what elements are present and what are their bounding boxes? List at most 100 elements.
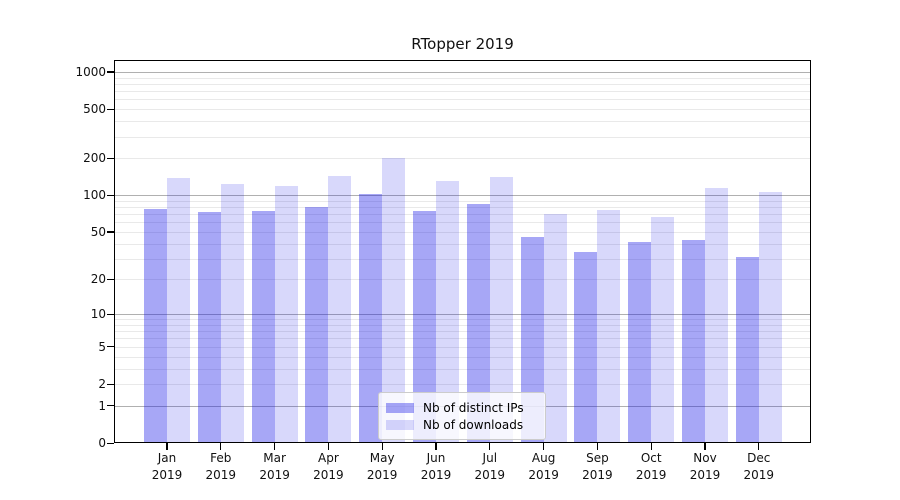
y-tick-mark-100: [107, 194, 114, 196]
y-tick-mark-500: [107, 108, 114, 110]
x-tick-label-mar: Mar 2019: [243, 450, 307, 484]
bar-downloads-mar: [274, 185, 298, 443]
y-tick-label-500: 500: [83, 102, 106, 117]
x-tick-mark-may: [381, 443, 383, 450]
gridline-2: [114, 384, 811, 385]
gridline-7: [114, 331, 811, 333]
gridline-1000: [114, 71, 811, 73]
y-tick-label-2: 2: [98, 377, 106, 391]
legend-swatch-downloads: [386, 419, 414, 430]
legend-label-distinct-ips: Nb of distinct IPs: [423, 400, 524, 415]
bar-distinct-ips-jun: [413, 211, 436, 443]
x-tick-month: Mar: [263, 451, 286, 465]
x-tick-month: Feb: [210, 451, 232, 465]
gridline-800: [114, 83, 811, 85]
legend-row-downloads: Nb of downloads: [386, 416, 537, 433]
bar-distinct-ips-may: [359, 193, 383, 443]
y-tick-mark-50: [107, 231, 114, 233]
bar-downloads-feb: [220, 184, 244, 443]
gridline-20: [114, 279, 811, 281]
x-tick-year: 2019: [151, 468, 183, 482]
x-tick-year: 2019: [528, 468, 559, 482]
bar-downloads-apr: [328, 176, 352, 443]
gridline-60: [114, 222, 811, 224]
x-tick-year: 2019: [313, 468, 344, 482]
x-tick-year: 2019: [743, 468, 775, 482]
gridline-6: [114, 338, 811, 340]
plot-area: [114, 60, 811, 443]
gridline-70: [114, 214, 811, 216]
bar-downloads-jul: [489, 177, 513, 443]
bar-distinct-ips-dec: [735, 256, 759, 443]
x-tick-year: 2019: [205, 468, 237, 482]
x-tick-year: 2019: [635, 468, 667, 482]
bar-downloads-nov: [705, 188, 728, 443]
chart-title: RTopper 2019: [411, 35, 514, 53]
y-tick-label-50: 50: [90, 224, 106, 239]
x-tick-month: Oct: [640, 451, 662, 465]
x-tick-label-sep: Sep 2019: [565, 450, 629, 484]
gridline-50: [114, 231, 811, 233]
gridline-90: [114, 200, 811, 202]
x-tick-month: Sep: [586, 451, 609, 465]
gridline-200: [114, 158, 811, 160]
x-tick-label-aug: Aug 2019: [512, 450, 576, 484]
x-tick-year: 2019: [582, 468, 613, 482]
x-tick-month: Jan: [157, 451, 177, 465]
gridline-700: [114, 91, 811, 93]
bar-downloads-aug: [543, 214, 567, 443]
bar-distinct-ips-jan: [144, 209, 167, 443]
gridline-10: [114, 314, 811, 316]
bar-downloads-jun: [436, 180, 459, 443]
x-tick-mark-feb: [220, 443, 222, 450]
x-tick-mark-aug: [543, 443, 545, 450]
gridline-900: [114, 77, 811, 79]
bar-downloads-dec: [758, 192, 782, 443]
bar-distinct-ips-nov: [682, 239, 705, 443]
bar-distinct-ips-feb: [197, 211, 221, 443]
y-tick-label-1: 1: [98, 398, 106, 413]
bar-distinct-ips-apr: [305, 207, 329, 443]
x-tick-label-feb: Feb 2019: [189, 450, 253, 484]
x-tick-mark-sep: [596, 443, 598, 450]
x-tick-label-dec: Dec 2019: [727, 450, 791, 484]
x-tick-mark-nov: [704, 443, 706, 450]
bar-distinct-ips-oct: [628, 242, 652, 443]
x-tick-label-jan: Jan 2019: [135, 450, 199, 484]
y-tick-label-5: 5: [98, 339, 106, 354]
gridline-3: [114, 368, 811, 370]
x-tick-month: Dec: [747, 451, 771, 465]
y-tick-label-20: 20: [90, 272, 106, 287]
y-tick-mark-1000: [107, 71, 114, 73]
bar-downloads-sep: [597, 210, 621, 443]
x-tick-label-nov: Nov 2019: [673, 450, 737, 484]
x-tick-mark-jul: [489, 443, 491, 450]
x-tick-month: May: [369, 451, 395, 465]
x-tick-mark-jun: [435, 443, 437, 450]
y-tick-label-10: 10: [90, 307, 106, 322]
bar-downloads-may: [382, 157, 406, 443]
x-tick-year: 2019: [689, 468, 721, 482]
legend-label-downloads: Nb of downloads: [423, 417, 524, 432]
bar-distinct-ips-jul: [466, 204, 490, 443]
gridline-9: [114, 319, 811, 321]
y-tick-label-100: 100: [83, 188, 106, 203]
gridline-80: [114, 207, 811, 208]
x-tick-label-oct: Oct 2019: [619, 450, 683, 484]
y-tick-label-0: 0: [98, 436, 106, 450]
x-tick-mark-mar: [274, 443, 276, 450]
gridline-300: [114, 136, 811, 138]
x-tick-year: 2019: [259, 468, 290, 482]
y-tick-mark-0: [107, 442, 114, 444]
legend-swatch-distinct-ips: [386, 402, 414, 413]
x-tick-label-jul: Jul 2019: [458, 450, 522, 484]
y-tick-label-1000: 1000: [75, 64, 106, 79]
x-tick-year: 2019: [474, 468, 506, 482]
x-tick-label-jun: Jun 2019: [404, 450, 468, 484]
gridline-500: [114, 109, 811, 111]
x-tick-month: Jul: [482, 451, 498, 465]
y-tick-mark-2: [107, 383, 114, 385]
x-tick-mark-dec: [758, 443, 760, 450]
gridline-100: [114, 195, 811, 197]
